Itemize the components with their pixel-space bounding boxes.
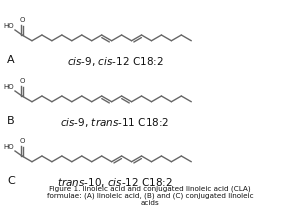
Text: $\it{trans}$-10, $\it{cis}$-12 C18:2: $\it{trans}$-10, $\it{cis}$-12 C18:2 (57, 176, 173, 189)
Text: O: O (19, 17, 25, 23)
Text: A: A (7, 55, 15, 65)
Text: $\it{cis}$-9, $\it{cis}$-12 C18:2: $\it{cis}$-9, $\it{cis}$-12 C18:2 (67, 55, 164, 68)
Text: HO: HO (3, 23, 14, 29)
Text: HO: HO (3, 144, 14, 150)
Text: Figure 1. linoleic acid and conjugated linoleic acid (CLA)
formulae: (A) linolei: Figure 1. linoleic acid and conjugated l… (47, 185, 253, 206)
Text: O: O (19, 138, 25, 144)
Text: O: O (19, 78, 25, 84)
Text: HO: HO (3, 84, 14, 90)
Text: $\it{cis}$-9, $\it{trans}$-11 C18:2: $\it{cis}$-9, $\it{trans}$-11 C18:2 (61, 116, 170, 129)
Text: B: B (7, 116, 15, 126)
Text: C: C (7, 176, 15, 186)
